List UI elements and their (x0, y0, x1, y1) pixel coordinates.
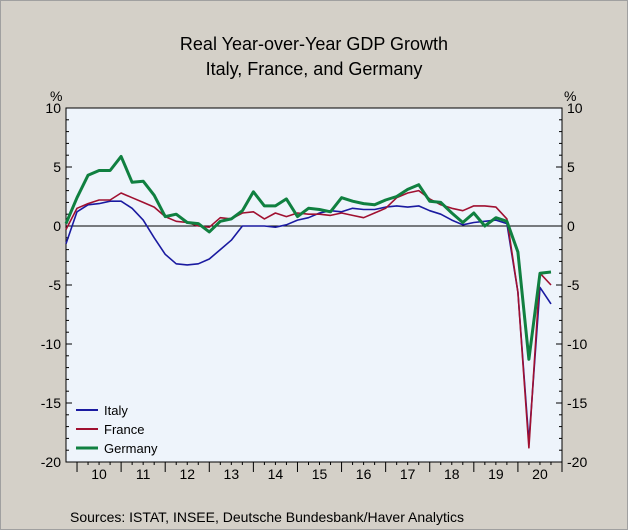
chart-title-line-2: Italy, France, and Germany (206, 59, 423, 79)
x-tick-label: 20 (532, 466, 548, 482)
y-tick-label-left: 10 (45, 100, 61, 116)
y-tick-label-right: 0 (567, 218, 575, 234)
chart-title: Real Year-over-Year GDP Growth Italy, Fr… (180, 34, 448, 79)
series-line-italy (65, 200, 552, 443)
y-tick-label-right: -15 (567, 395, 587, 411)
y-tick-label-left: -20 (41, 454, 61, 470)
legend-label-germany: Germany (104, 441, 158, 456)
axes: 10 10 5 5 0 0 -5 -5 -10 -10 -15 -15 -20 -20 10 11 12 13 14… (41, 100, 588, 482)
y-tick-label-right: -20 (567, 454, 587, 470)
x-tick-label: 15 (312, 466, 328, 482)
chart-title-line-1: Real Year-over-Year GDP Growth (180, 34, 448, 54)
x-tick-label: 13 (224, 466, 240, 482)
plot-area (65, 107, 563, 463)
x-tick-label: 10 (91, 466, 107, 482)
source-note: Sources: ISTAT, INSEE, Deutsche Bundesba… (70, 509, 464, 525)
legend: Italy France Germany (76, 403, 158, 456)
y-tick-label-left: 0 (53, 218, 61, 234)
x-tick-label: 11 (136, 466, 151, 482)
y-tick-label-right: -10 (567, 336, 587, 352)
x-tick-label: 18 (444, 466, 460, 482)
y-tick-label-left: -5 (49, 277, 62, 293)
x-tick-label: 19 (488, 466, 504, 482)
series-line-france (65, 189, 552, 449)
legend-label-italy: Italy (104, 403, 128, 418)
series-line-germany (64, 154, 552, 361)
y-axis-unit-left: % (50, 88, 62, 104)
legend-label-france: France (104, 422, 144, 437)
y-tick-label-left: 5 (53, 159, 61, 175)
y-axis-unit-right: % (564, 88, 576, 104)
x-tick-label: 12 (179, 466, 195, 482)
x-tick-label: 16 (356, 466, 372, 482)
y-tick-label-right: 10 (567, 100, 583, 116)
x-tick-label: 17 (400, 466, 416, 482)
x-tick-label: 14 (268, 466, 284, 482)
series-lines (64, 154, 552, 449)
y-tick-label-right: 5 (567, 159, 575, 175)
y-tick-label-left: -10 (41, 336, 61, 352)
y-tick-label-right: -5 (567, 277, 580, 293)
y-tick-label-left: -15 (41, 395, 61, 411)
